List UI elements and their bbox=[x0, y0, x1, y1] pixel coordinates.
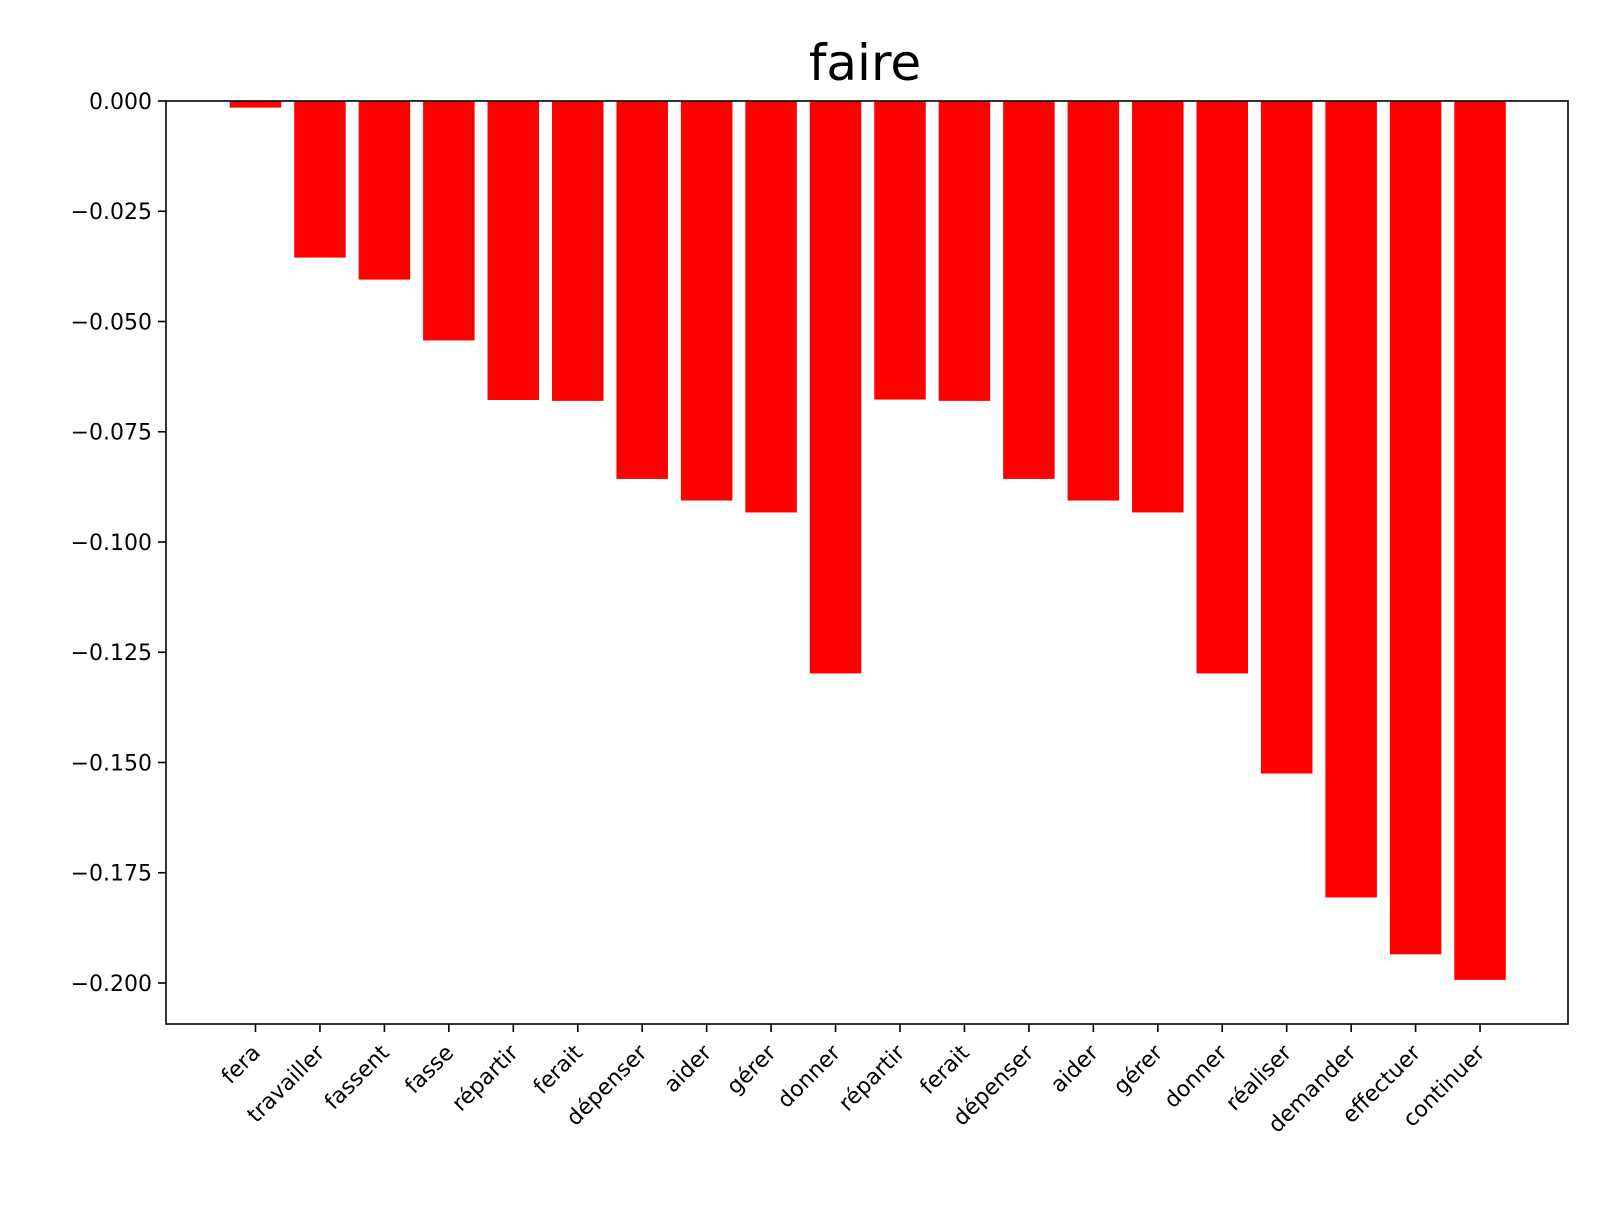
y-axis: 0.000 −0.025 −0.050 −0.075 −0.100 −0.125 −0.15… bbox=[71, 90, 166, 997]
y-tick-label-6: −0.150 bbox=[71, 751, 152, 776]
bar-13 bbox=[1067, 101, 1120, 501]
y-tick-label-7: −0.175 bbox=[71, 862, 152, 887]
bar-0 bbox=[229, 101, 282, 108]
chart-title: faire bbox=[809, 34, 921, 92]
bar-4 bbox=[487, 101, 540, 400]
bar-1 bbox=[294, 101, 346, 258]
bar-10 bbox=[874, 101, 926, 400]
plot-frame bbox=[165, 100, 1569, 1025]
bar-8 bbox=[745, 101, 797, 513]
bar-2 bbox=[358, 101, 411, 280]
bar-16 bbox=[1260, 101, 1313, 774]
bar-19 bbox=[1454, 101, 1506, 980]
bar-12 bbox=[1003, 101, 1055, 479]
bar-6 bbox=[616, 101, 668, 479]
bar-15 bbox=[1196, 101, 1248, 674]
y-tick-label-1: −0.025 bbox=[71, 200, 152, 225]
bar-14 bbox=[1132, 101, 1184, 513]
bar-9 bbox=[809, 101, 862, 674]
bar-7 bbox=[680, 101, 733, 501]
bars-group bbox=[229, 101, 1506, 980]
bar-3 bbox=[423, 101, 475, 341]
y-tick-label-3: −0.075 bbox=[71, 421, 152, 446]
bar-11 bbox=[938, 101, 991, 401]
y-tick-label-0: 0.000 bbox=[89, 90, 152, 115]
y-tick-label-2: −0.050 bbox=[71, 310, 152, 335]
y-tick-label-5: −0.125 bbox=[71, 641, 152, 666]
bar-18 bbox=[1389, 101, 1442, 955]
bar-5 bbox=[552, 101, 604, 401]
y-tick-label-4: −0.100 bbox=[71, 531, 152, 556]
bar-17 bbox=[1325, 101, 1377, 898]
y-tick-label-8: −0.200 bbox=[71, 972, 152, 997]
